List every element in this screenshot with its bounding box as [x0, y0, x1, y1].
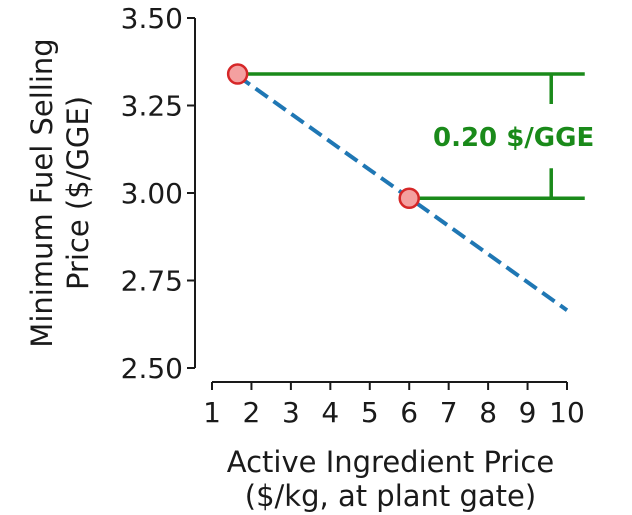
x-tick-label: 2: [243, 396, 261, 429]
x-axis-label-line: ($/kg, at plant gate): [245, 479, 536, 513]
points-group: [226, 63, 420, 209]
y-tick-label: 3.00: [121, 177, 183, 210]
x-tick-label: 10: [549, 396, 585, 429]
annotation-group: 0.20 $/GGE: [237, 72, 594, 200]
y-tick-label: 3.50: [121, 2, 183, 35]
y-tick-label: 2.50: [121, 352, 183, 385]
x-tick-label: 9: [519, 396, 537, 429]
x-axis-label: Active Ingredient Price ($/kg, at plant g…: [227, 445, 554, 513]
x-tick-label: 7: [440, 396, 458, 429]
annotation-label: 0.20 $/GGE: [433, 123, 594, 153]
y-tick-label: 3.25: [121, 90, 183, 123]
y-axis-label-line: Minimum Fuel Selling: [25, 38, 59, 347]
y-tick-label: 2.75: [121, 265, 183, 298]
data-point: [226, 63, 249, 85]
x-tick-label: 1: [203, 396, 221, 429]
x-tick-label: 6: [400, 396, 418, 429]
x-axis-label-line: Active Ingredient Price: [227, 445, 554, 479]
x-tick-label: 4: [321, 396, 339, 429]
data-point: [398, 187, 420, 209]
x-tick-label: 5: [361, 396, 379, 429]
axes: 2.50 2.75 3.00 3.25 3.50 1 2 3 4 5 6 7 8 9 10: [121, 2, 585, 429]
y-axis-label-line: Price ($/GGE): [61, 96, 95, 290]
y-axis-label: Minimum Fuel SellingPrice ($/GGE): [25, 38, 95, 347]
x-tick-label: 3: [282, 396, 300, 429]
x-tick-label: 8: [479, 396, 497, 429]
